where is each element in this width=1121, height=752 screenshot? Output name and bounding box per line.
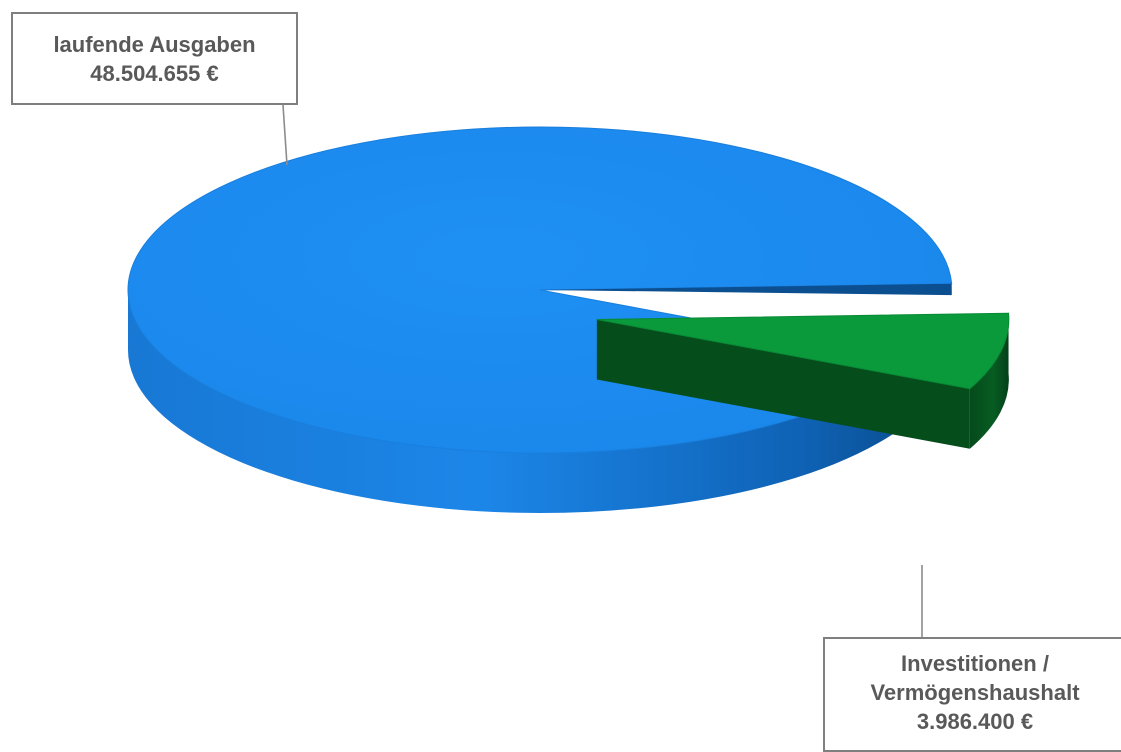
slice-shadow-laufende-ausgaben (540, 283, 952, 296)
slice-cutwall-investitionen (596, 319, 970, 449)
slice-side-investitionen (969, 313, 1009, 449)
data-label-investitionen: Investitionen / Vermögenshaushalt 3.986.… (823, 637, 1121, 752)
leader-line-laufende-ausgaben (282, 104, 288, 166)
slice-label-investitionen-line1: Investitionen / (901, 651, 1049, 676)
pie-group (127, 126, 1010, 514)
slice-side-laufende-ausgaben (128, 290, 914, 514)
slice-label-laufende-ausgaben: laufende Ausgaben (53, 31, 256, 57)
slice-top-investitionen (596, 312, 1010, 390)
slice-label-investitionen-line2: Vermögenshaushalt (870, 680, 1080, 705)
slice-value-laufende-ausgaben: 48.504.655 € (90, 60, 219, 86)
data-label-laufende-ausgaben: laufende Ausgaben 48.504.655 € (11, 12, 298, 105)
slice-value-investitionen: 3.986.400 € (916, 709, 1034, 734)
